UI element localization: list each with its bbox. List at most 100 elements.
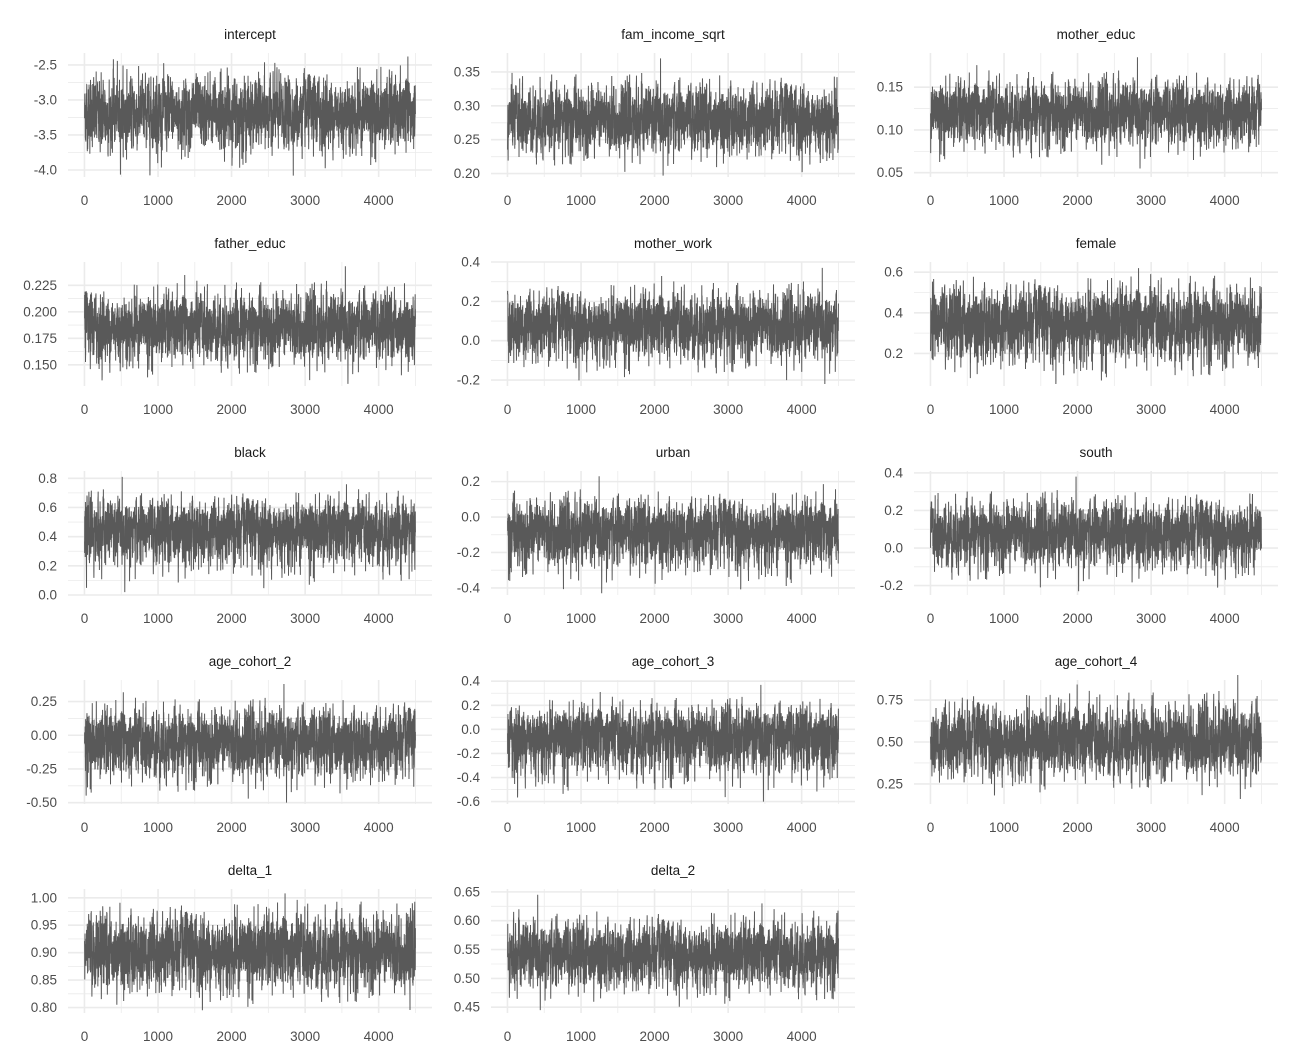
x-tick-label: 3000 xyxy=(713,611,743,626)
x-tick-label: 0 xyxy=(927,193,935,208)
y-tick-label: -3.0 xyxy=(34,92,57,107)
x-tick-label: 0 xyxy=(81,402,89,417)
panel-title: female xyxy=(1076,236,1117,251)
panel-intercept: -4.0 -3.5 -3.0 -2.5 0 1000 2000 3000 4000 interce… xyxy=(34,27,432,208)
y-tick-label: 0.60 xyxy=(454,913,480,928)
panel-urban: -0.4 -0.2 0.0 0.2 0 1000 2000 3000 4000 urban xyxy=(457,445,855,626)
y-tick-label: 0.4 xyxy=(38,529,57,544)
x-tick-label: 2000 xyxy=(640,402,670,417)
x-tick-label: 3000 xyxy=(290,1029,320,1044)
y-tick-label: -0.2 xyxy=(457,746,480,761)
x-tick-label: 3000 xyxy=(290,402,320,417)
trace-line-delta_2 xyxy=(507,894,839,1011)
trace-line-black xyxy=(84,476,416,593)
x-tick-label: 0 xyxy=(927,402,935,417)
panel-female: 0.2 0.4 0.6 0 1000 2000 3000 4000 female xyxy=(884,236,1278,417)
y-tick-label: 0.80 xyxy=(31,1000,57,1015)
x-tick-label: 4000 xyxy=(364,820,394,835)
x-tick-label: 2000 xyxy=(217,1029,247,1044)
x-tick-label: 1000 xyxy=(989,820,1019,835)
y-tick-label: 0.2 xyxy=(884,346,903,361)
x-tick-label: 0 xyxy=(927,820,935,835)
x-tick-label: 0 xyxy=(81,1029,89,1044)
y-tick-label: 0.90 xyxy=(31,945,57,960)
y-tick-label: 0.65 xyxy=(454,884,480,899)
x-tick-label: 0 xyxy=(81,611,89,626)
panel-delta_1: 0.80 0.85 0.90 0.95 1.00 0 1000 2000 3000 4000 del… xyxy=(31,863,432,1044)
trace-line-age_cohort_4 xyxy=(930,674,1262,799)
y-tick-label: 0.2 xyxy=(461,474,480,489)
trace-line-mother_work xyxy=(507,267,839,385)
y-tick-label: -0.2 xyxy=(880,578,903,593)
x-tick-label: 2000 xyxy=(640,820,670,835)
x-tick-label: 3000 xyxy=(713,1029,743,1044)
y-tick-label: 0.0 xyxy=(884,541,903,556)
x-tick-label: 3000 xyxy=(713,193,743,208)
trace-line-intercept xyxy=(84,56,416,176)
x-tick-label: 3000 xyxy=(290,820,320,835)
x-tick-label: 2000 xyxy=(1063,611,1093,626)
trace-line-age_cohort_3 xyxy=(507,684,839,802)
panel-title: age_cohort_3 xyxy=(632,654,715,669)
x-tick-label: 0 xyxy=(504,402,512,417)
x-tick-label: 1000 xyxy=(989,402,1019,417)
trace-line-father_educ xyxy=(84,266,416,384)
x-tick-label: 1000 xyxy=(566,611,596,626)
y-tick-label: -2.5 xyxy=(34,57,57,72)
x-tick-label: 4000 xyxy=(364,1029,394,1044)
y-tick-label: 0.8 xyxy=(38,471,57,486)
x-tick-label: 4000 xyxy=(787,1029,817,1044)
panel-title: father_educ xyxy=(214,236,286,251)
x-tick-label: 1000 xyxy=(143,820,173,835)
y-tick-label: 0.45 xyxy=(454,1000,480,1015)
panel-title: fam_income_sqrt xyxy=(621,27,725,42)
x-tick-label: 0 xyxy=(504,193,512,208)
y-tick-label: 0.95 xyxy=(31,918,57,933)
panel-mother_educ: 0.05 0.10 0.15 0 1000 2000 3000 4000 mother_educ xyxy=(877,27,1278,208)
y-tick-label: 0.2 xyxy=(38,558,57,573)
y-tick-label: -4.0 xyxy=(34,162,57,177)
trace-line-fam_income_sqrt xyxy=(507,58,839,176)
trace-line-urban xyxy=(507,476,839,594)
x-tick-label: 4000 xyxy=(787,193,817,208)
y-tick-label: 0.175 xyxy=(23,331,57,346)
y-tick-label: 0.05 xyxy=(877,165,903,180)
y-tick-label: -0.4 xyxy=(457,580,481,595)
panel-title: age_cohort_4 xyxy=(1055,654,1138,669)
x-tick-label: 3000 xyxy=(713,820,743,835)
y-tick-label: -0.2 xyxy=(457,373,480,388)
x-tick-label: 0 xyxy=(504,820,512,835)
x-tick-label: 1000 xyxy=(566,402,596,417)
y-tick-label: 0.2 xyxy=(461,294,480,309)
y-tick-label: 0.10 xyxy=(877,122,903,137)
x-tick-label: 2000 xyxy=(640,1029,670,1044)
x-tick-label: 0 xyxy=(81,193,89,208)
x-tick-label: 4000 xyxy=(364,611,394,626)
y-tick-label: 0.00 xyxy=(31,728,57,743)
y-tick-label: 0.4 xyxy=(461,255,480,270)
x-tick-label: 3000 xyxy=(1136,820,1166,835)
x-tick-label: 4000 xyxy=(787,402,817,417)
y-tick-label: 0.15 xyxy=(877,80,903,95)
y-tick-label: 0.25 xyxy=(877,776,903,791)
trace-line-delta_1 xyxy=(84,893,416,1011)
y-tick-label: 0.2 xyxy=(461,698,480,713)
y-tick-label: 0.85 xyxy=(31,973,57,988)
x-tick-label: 2000 xyxy=(640,611,670,626)
x-tick-label: 1000 xyxy=(143,402,173,417)
y-tick-label: 0.0 xyxy=(461,722,480,737)
y-tick-label: 0.2 xyxy=(884,503,903,518)
y-tick-label: 0.35 xyxy=(454,64,480,79)
panel-title: age_cohort_2 xyxy=(209,654,292,669)
panel-delta_2: 0.45 0.50 0.55 0.60 0.65 0 1000 2000 3000 4000 del… xyxy=(454,863,855,1044)
panel-age_cohort_3: -0.6 -0.4 -0.2 0.0 0.2 0.4 0 1000 2000 3000 4000 ag… xyxy=(457,654,855,835)
x-tick-label: 4000 xyxy=(1210,402,1240,417)
panel-father_educ: 0.150 0.175 0.200 0.225 0 1000 2000 3000 4000 fat… xyxy=(23,236,432,417)
x-tick-label: 0 xyxy=(504,611,512,626)
x-tick-label: 4000 xyxy=(787,611,817,626)
x-tick-label: 4000 xyxy=(364,193,394,208)
y-tick-label: 0.55 xyxy=(454,942,480,957)
panel-title: urban xyxy=(656,445,691,460)
trace-line-south xyxy=(930,476,1262,592)
y-tick-label: -0.50 xyxy=(26,795,57,810)
